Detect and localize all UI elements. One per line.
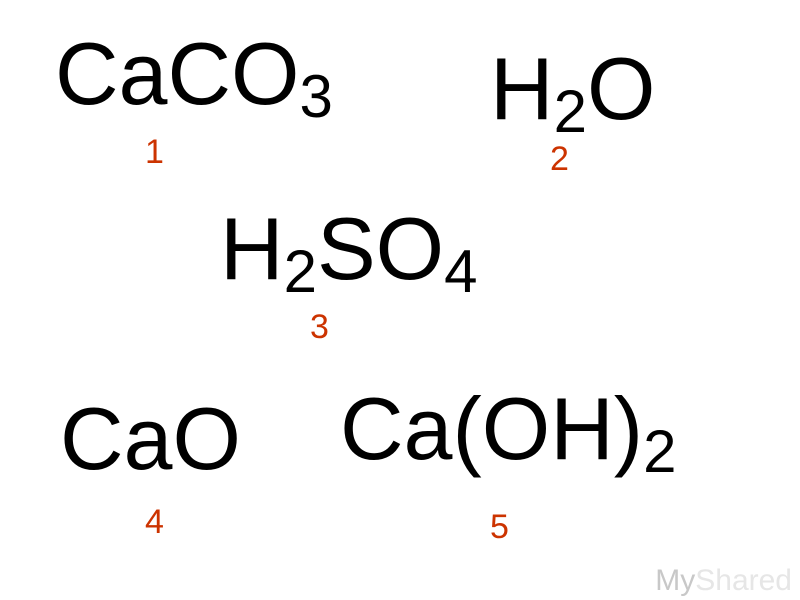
watermark-rest: Shared: [695, 564, 792, 597]
watermark: MyShared: [655, 564, 792, 598]
subscript: 2: [554, 78, 587, 145]
watermark-prefix: My: [655, 564, 695, 597]
formula-f2: H2O: [490, 45, 655, 133]
caption-f3: 3: [310, 310, 329, 344]
formula-text: CaCO: [55, 24, 300, 123]
formula-f3: H2SO4: [220, 205, 477, 293]
subscript: 2: [643, 418, 676, 485]
caption-f4: 4: [145, 505, 164, 539]
caption-f2: 2: [550, 142, 569, 176]
formula-text: H: [220, 199, 284, 298]
subscript: 4: [444, 238, 477, 305]
formula-f1: CaCO3: [55, 30, 333, 118]
formula-text: Ca(OH): [340, 379, 643, 478]
formula-text: SO: [317, 199, 444, 298]
caption-f1: 1: [145, 135, 164, 169]
formula-text: O: [587, 39, 655, 138]
formula-f5: Ca(OH)2: [340, 385, 676, 473]
subscript: 3: [300, 63, 333, 130]
formula-text: H: [490, 39, 554, 138]
formula-f4: CaO: [60, 395, 241, 483]
caption-f5: 5: [490, 510, 509, 544]
subscript: 2: [284, 238, 317, 305]
formula-text: CaO: [60, 389, 241, 488]
